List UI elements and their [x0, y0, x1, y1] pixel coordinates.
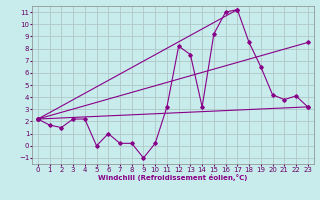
X-axis label: Windchill (Refroidissement éolien,°C): Windchill (Refroidissement éolien,°C) — [98, 174, 247, 181]
